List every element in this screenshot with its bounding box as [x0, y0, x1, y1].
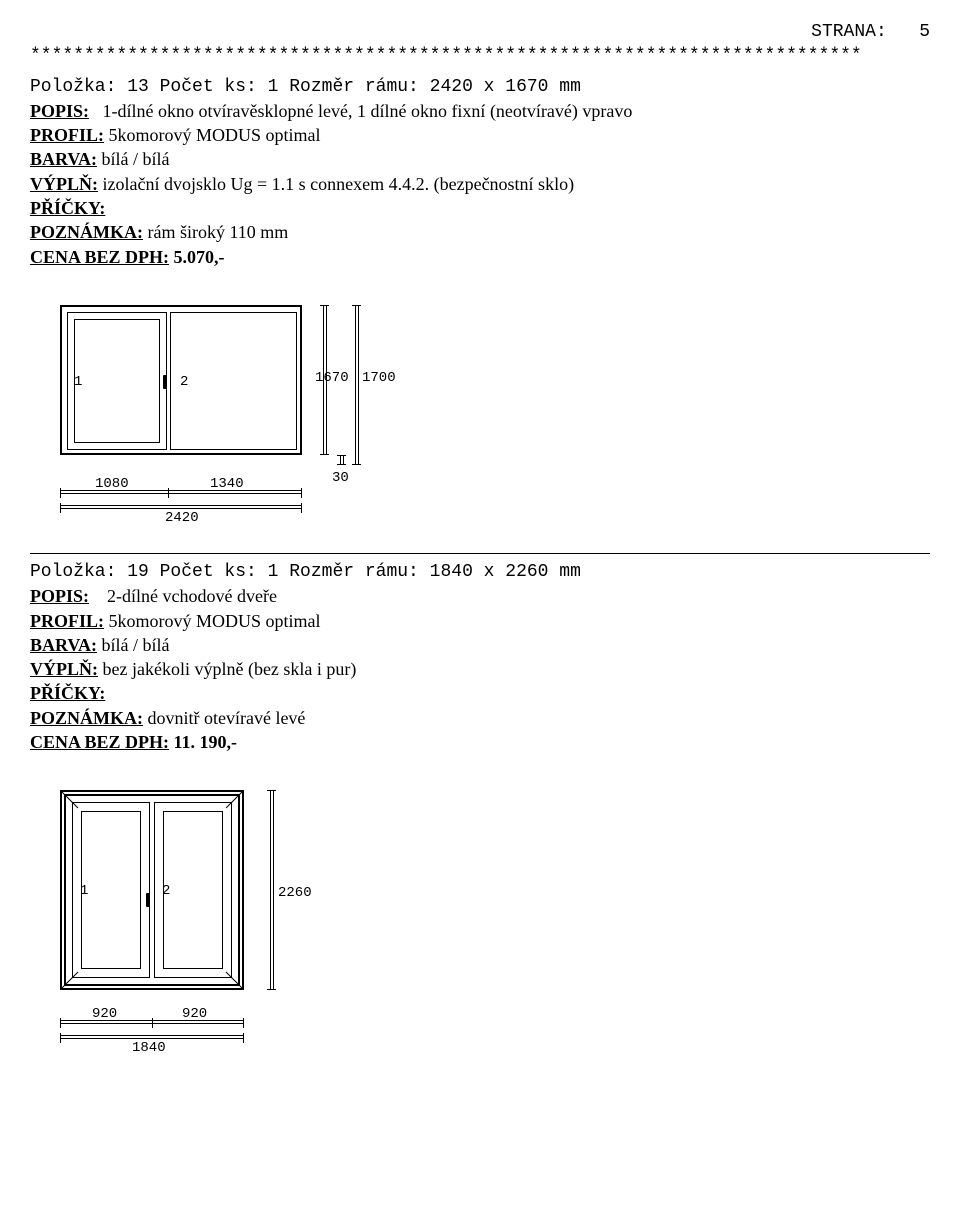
window-pane-right	[170, 312, 297, 450]
spec-pricky-2: PŘÍČKY:	[30, 681, 930, 705]
dim-h-1340: 1340	[210, 475, 244, 494]
pane-number-1: 1	[74, 373, 82, 392]
spec-cena: CENA BEZ DPH: 5.070,-	[30, 245, 930, 269]
page-header: STRANA: 5	[30, 20, 930, 44]
value-profil: 5komorový MODUS optimal	[109, 125, 321, 145]
label-vypln: VÝPLŇ:	[30, 174, 98, 194]
spec-poznamka: POZNÁMKA: rám široký 110 mm	[30, 220, 930, 244]
dim-gap-30: 30	[332, 469, 349, 488]
label-barva-2: BARVA:	[30, 635, 97, 655]
window-handle-icon	[163, 375, 167, 389]
dim-v-1700: 1700	[362, 369, 396, 388]
door-inner-right	[163, 811, 223, 969]
spec-vypln: VÝPLŇ: izolační dvojsklo Ug = 1.1 s conn…	[30, 172, 930, 196]
value-popis-2: 2-dílné vchodové dveře	[107, 586, 277, 606]
label-popis: POPIS:	[30, 101, 89, 121]
window-outer-frame: 1 2	[60, 305, 302, 455]
window-diagram: 1 2 1670 1700 30 1080 1340 2420	[30, 305, 930, 525]
spec-popis: POPIS: 1-dílné okno otvíravěsklopné levé…	[30, 99, 930, 123]
label-pricky-2: PŘÍČKY:	[30, 683, 105, 703]
spec-pricky: PŘÍČKY:	[30, 196, 930, 220]
spec-vypln-2: VÝPLŇ: bez jakékoli výplně (bez skla i p…	[30, 657, 930, 681]
door-dim-vertical	[270, 790, 274, 990]
door-inner-left	[81, 811, 141, 969]
separator-line	[30, 553, 930, 554]
strana-label: STRANA:	[811, 22, 887, 42]
door-diagram: 1 2 2260 920 920 1840	[30, 790, 930, 1060]
dim-h-1080: 1080	[95, 475, 129, 494]
label-barva: BARVA:	[30, 149, 97, 169]
label-pricky: PŘÍČKY:	[30, 198, 105, 218]
spec-profil: PROFIL: 5komorový MODUS optimal	[30, 123, 930, 147]
value-cena: 5.070,-	[174, 247, 225, 267]
label-poznamka-2: POZNÁMKA:	[30, 708, 143, 728]
item-header-line-2: Položka: 19 Počet ks: 1 Rozměr rámu: 184…	[30, 560, 930, 584]
window-glass-left	[74, 319, 160, 443]
spec-popis-2: POPIS: 2-dílné vchodové dveře	[30, 584, 930, 608]
strana-value: 5	[919, 22, 930, 42]
label-poznamka: POZNÁMKA:	[30, 222, 143, 242]
value-poznamka: rám široký 110 mm	[147, 222, 288, 242]
door-outer-frame: 1 2	[60, 790, 244, 990]
door-dim-h-920b: 920	[182, 1005, 207, 1024]
pane-number-2: 2	[180, 373, 188, 392]
spec-poznamka-2: POZNÁMKA: dovnitř otevíravé levé	[30, 706, 930, 730]
label-vypln-2: VÝPLŇ:	[30, 659, 98, 679]
star-rule: ****************************************…	[30, 44, 930, 68]
dim-h-2420: 2420	[165, 509, 199, 528]
door-dim-v-2260: 2260	[278, 884, 312, 903]
door-dim-h-920a: 920	[92, 1005, 117, 1024]
value-poznamka-2: dovnitř otevíravé levé	[147, 708, 305, 728]
dim-vertical-outer	[355, 305, 359, 465]
door-handle-icon	[146, 893, 150, 907]
value-barva: bílá / bílá	[102, 149, 170, 169]
label-cena: CENA BEZ DPH:	[30, 247, 169, 267]
door-dim-h-segments	[60, 1020, 244, 1024]
value-cena-2: 11. 190,-	[174, 732, 238, 752]
label-popis-2: POPIS:	[30, 586, 89, 606]
spec-cena-2: CENA BEZ DPH: 11. 190,-	[30, 730, 930, 754]
value-vypln-2: bez jakékoli výplně (bez skla i pur)	[103, 659, 357, 679]
value-profil-2: 5komorový MODUS optimal	[109, 611, 321, 631]
value-vypln: izolační dvojsklo Ug = 1.1 s connexem 4.…	[103, 174, 575, 194]
door-dim-h-1840: 1840	[132, 1039, 166, 1058]
spec-profil-2: PROFIL: 5komorový MODUS optimal	[30, 609, 930, 633]
label-profil-2: PROFIL:	[30, 611, 104, 631]
door-pane-number-2: 2	[162, 882, 170, 901]
dim-gap	[340, 455, 344, 465]
dim-v-1670: 1670	[315, 369, 349, 388]
door-pane-number-1: 1	[80, 882, 88, 901]
spec-barva-2: BARVA: bílá / bílá	[30, 633, 930, 657]
value-barva-2: bílá / bílá	[102, 635, 170, 655]
item-header-line: Položka: 13 Počet ks: 1 Rozměr rámu: 242…	[30, 75, 930, 99]
value-popis: 1-dílné okno otvíravěsklopné levé, 1 díl…	[103, 101, 633, 121]
label-cena-2: CENA BEZ DPH:	[30, 732, 169, 752]
spec-barva: BARVA: bílá / bílá	[30, 147, 930, 171]
label-profil: PROFIL:	[30, 125, 104, 145]
